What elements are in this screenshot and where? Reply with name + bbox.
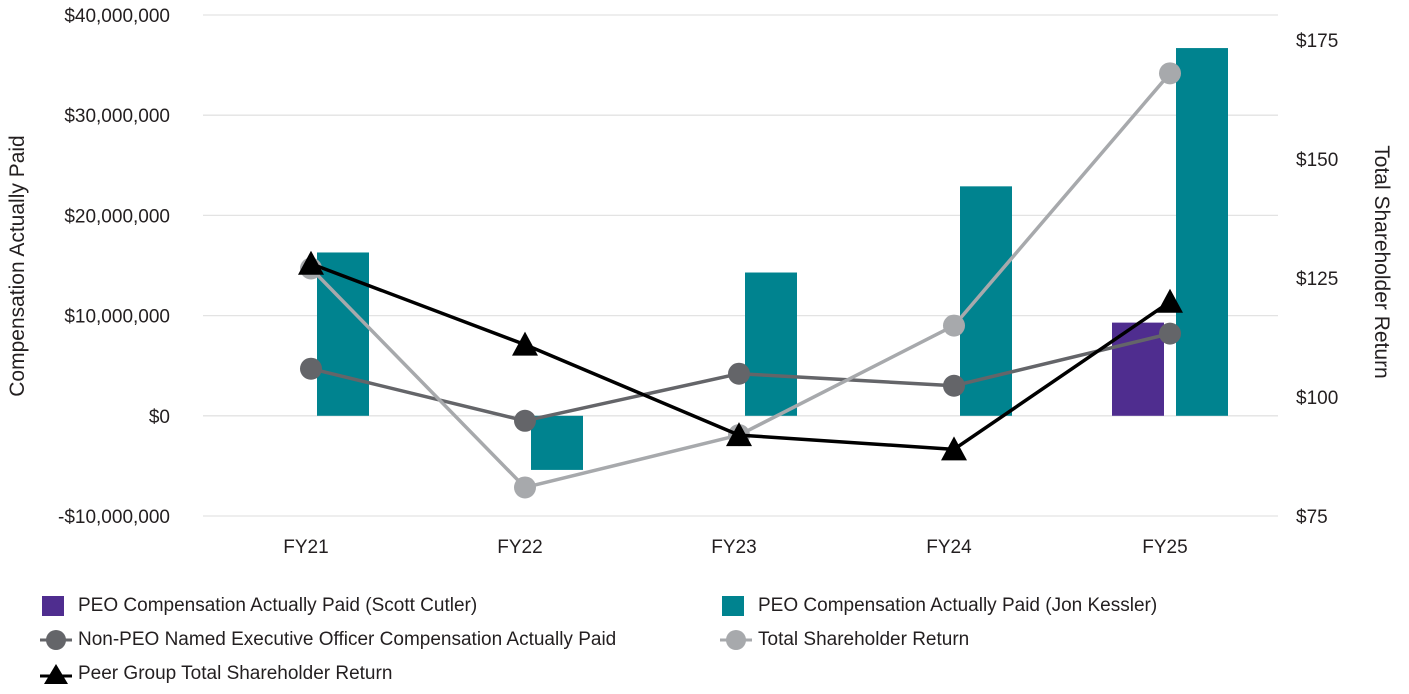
left-tick-label: $0 — [149, 407, 170, 428]
legend-label: Non-PEO Named Executive Officer Compensa… — [78, 629, 617, 650]
right-tick-label: $150 — [1296, 150, 1338, 171]
point-peer-tsr — [512, 331, 538, 356]
legend-label: Peer Group Total Shareholder Return — [78, 663, 393, 684]
legend-item-scott-cutler: PEO Compensation Actually Paid (Scott Cu… — [40, 594, 477, 618]
legend-swatch-teal — [720, 594, 758, 618]
lines — [298, 62, 1183, 499]
right-axis-label: Total Shareholder Return — [1370, 145, 1393, 378]
x-tick-label: FY21 — [283, 537, 328, 558]
x-tick-label: FY25 — [1142, 537, 1187, 558]
right-tick-label: $75 — [1296, 507, 1328, 528]
left-tick-label: $30,000,000 — [64, 106, 170, 127]
bars — [317, 48, 1228, 470]
x-tick-label: FY24 — [926, 537, 972, 558]
left-tick-label: $40,000,000 — [64, 6, 170, 27]
legend-label: PEO Compensation Actually Paid (Jon Kess… — [758, 595, 1158, 616]
x-axis-ticks: FY21 FY22 FY23 FY24 FY25 — [283, 537, 1187, 558]
left-tick-label: $20,000,000 — [64, 206, 170, 227]
legend-item-non-peo: Non-PEO Named Executive Officer Compensa… — [40, 628, 616, 652]
point-peer-tsr — [941, 436, 967, 461]
point-non-peo — [728, 362, 750, 385]
right-tick-label: $175 — [1296, 31, 1338, 52]
right-tick-label: $125 — [1296, 269, 1338, 290]
point-non-peo — [300, 357, 322, 380]
left-axis-ticks: $40,000,000 $30,000,000 $20,000,000 $10,000… — [58, 6, 170, 528]
legend-marker-black-triangle — [40, 662, 78, 686]
point-non-peo — [514, 409, 536, 432]
legend-swatch-purple — [40, 594, 78, 618]
x-tick-label: FY22 — [497, 537, 542, 558]
legend-label: PEO Compensation Actually Paid (Scott Cu… — [78, 595, 478, 616]
point-peer-tsr — [726, 422, 752, 447]
legend-marker-gray-circle — [720, 628, 758, 652]
point-tsr — [943, 314, 965, 337]
bar-jon-kessler — [1176, 48, 1228, 416]
left-tick-label: $10,000,000 — [64, 307, 170, 328]
bar-jon-kessler — [317, 252, 369, 416]
point-non-peo — [943, 374, 965, 397]
left-axis-label: Compensation Actually Paid — [6, 135, 29, 397]
x-tick-label: FY23 — [711, 537, 756, 558]
point-tsr — [1159, 62, 1181, 85]
bar-jon-kessler — [531, 415, 583, 470]
right-tick-label: $100 — [1296, 388, 1338, 409]
left-tick-label: -$10,000,000 — [58, 507, 170, 528]
bar-jon-kessler — [745, 272, 797, 416]
point-peer-tsr — [1157, 288, 1183, 313]
legend: PEO Compensation Actually Paid (Scott Cu… — [40, 594, 1400, 694]
line-peer-tsr — [310, 262, 1171, 452]
legend-item-tsr: Total Shareholder Return — [720, 628, 969, 652]
point-tsr — [514, 476, 536, 499]
point-non-peo — [1159, 322, 1181, 345]
legend-marker-dark-circle — [40, 628, 78, 652]
right-axis-ticks: $175 $150 $125 $100 $75 — [1296, 31, 1338, 528]
legend-label: Total Shareholder Return — [758, 629, 970, 650]
gridlines — [203, 14, 1278, 517]
legend-item-peer-tsr: Peer Group Total Shareholder Return — [40, 662, 392, 686]
legend-item-jon-kessler: PEO Compensation Actually Paid (Jon Kess… — [720, 594, 1157, 618]
point-peer-tsr — [298, 250, 324, 275]
